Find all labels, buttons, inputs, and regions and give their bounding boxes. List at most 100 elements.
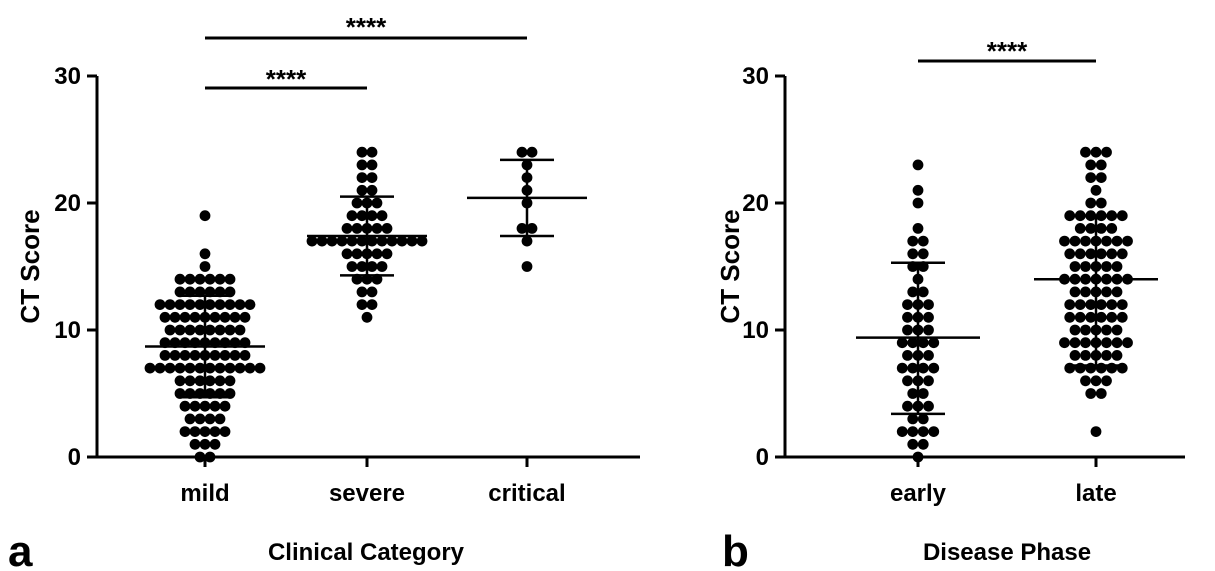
data-point-mild <box>214 413 226 425</box>
data-point-early <box>907 337 919 349</box>
data-point-mild <box>189 311 201 323</box>
data-point-late <box>1106 248 1118 260</box>
x-axis-label: Disease Phase <box>923 539 1091 566</box>
data-point-mild <box>209 350 221 361</box>
data-point-early <box>912 159 924 171</box>
data-point-late <box>1106 223 1118 234</box>
data-point-late <box>1095 159 1107 171</box>
data-point-severe <box>406 235 418 247</box>
data-point-mild <box>204 273 216 285</box>
data-point-late <box>1111 324 1123 336</box>
y-tick-label: 0 <box>68 444 81 471</box>
y-tick-label: 0 <box>756 444 769 471</box>
data-point-severe <box>351 248 363 260</box>
data-point-mild <box>234 299 246 310</box>
data-point-mild <box>219 350 231 361</box>
data-point-late <box>1111 235 1123 247</box>
data-point-critical <box>526 146 538 158</box>
data-point-mild <box>214 324 226 336</box>
data-point-critical <box>526 223 538 234</box>
data-point-mild <box>189 426 201 437</box>
data-point-severe <box>366 235 378 247</box>
data-point-mild <box>209 311 221 323</box>
data-point-late <box>1106 311 1118 323</box>
data-point-early <box>907 248 919 260</box>
y-tick-label: 20 <box>54 190 81 217</box>
data-point-late <box>1090 426 1102 437</box>
data-point-late <box>1085 388 1097 399</box>
data-point-severe <box>366 159 378 171</box>
data-point-mild <box>234 324 246 336</box>
data-point-mild <box>154 299 166 310</box>
data-point-critical <box>516 146 528 158</box>
data-point-severe <box>376 235 388 247</box>
data-point-severe <box>366 210 378 222</box>
data-point-early <box>896 426 908 437</box>
data-point-severe <box>346 235 358 247</box>
data-point-mild <box>209 438 221 450</box>
data-point-mild <box>244 299 256 310</box>
data-point-severe <box>356 210 368 222</box>
data-point-mild <box>209 400 221 412</box>
data-point-severe <box>371 197 383 209</box>
data-point-mild <box>199 261 211 272</box>
data-point-mild <box>174 375 186 387</box>
data-point-early <box>902 299 913 310</box>
data-point-late <box>1122 337 1133 349</box>
data-point-late <box>1116 299 1128 310</box>
data-point-late <box>1085 311 1097 323</box>
data-point-severe <box>381 223 393 234</box>
data-point-late <box>1069 337 1081 349</box>
data-point-severe <box>356 184 368 196</box>
data-point-severe <box>351 223 363 234</box>
data-point-mild <box>159 311 171 323</box>
significance-label: **** <box>266 64 307 94</box>
data-point-late <box>1080 286 1091 298</box>
data-point-mild <box>179 311 191 323</box>
data-point-late <box>1080 261 1091 272</box>
data-point-mild <box>224 299 236 310</box>
data-point-severe <box>356 235 368 247</box>
data-point-late <box>1069 350 1081 361</box>
data-point-mild <box>174 299 186 310</box>
data-point-early <box>907 413 919 425</box>
data-point-mild <box>184 375 196 387</box>
data-point-early <box>923 400 934 412</box>
data-point-late <box>1080 350 1091 361</box>
data-point-mild <box>194 299 206 310</box>
data-point-severe <box>371 223 383 234</box>
data-point-mild <box>184 362 196 374</box>
data-point-mild <box>174 273 186 285</box>
data-point-severe <box>366 286 378 298</box>
data-point-late <box>1111 350 1123 361</box>
data-point-early <box>907 235 919 247</box>
data-point-late <box>1090 184 1102 196</box>
data-point-mild <box>184 324 196 336</box>
data-point-late <box>1064 299 1076 310</box>
data-point-late <box>1085 197 1097 209</box>
data-point-mild <box>184 273 196 285</box>
data-point-mild <box>204 299 216 310</box>
panel-letter: a <box>8 527 33 571</box>
data-point-late <box>1116 248 1128 260</box>
data-point-critical <box>521 235 533 247</box>
data-point-early <box>928 337 940 349</box>
data-point-mild <box>164 299 176 310</box>
data-point-mild <box>229 311 241 323</box>
data-point-mild <box>174 362 186 374</box>
data-point-severe <box>416 235 428 247</box>
data-point-mild <box>169 350 181 361</box>
data-point-mild <box>199 426 211 437</box>
data-point-severe <box>381 248 393 260</box>
x-tick-label-early: early <box>890 480 947 507</box>
data-point-mild <box>189 400 201 412</box>
data-point-severe <box>341 248 353 260</box>
data-point-early <box>907 362 919 374</box>
data-point-late <box>1101 235 1112 247</box>
data-point-severe <box>326 235 338 247</box>
y-tick-label: 10 <box>742 317 769 344</box>
data-point-mild <box>204 324 216 336</box>
data-point-early <box>902 375 913 387</box>
data-point-mild <box>254 362 266 374</box>
data-point-early <box>912 451 924 463</box>
